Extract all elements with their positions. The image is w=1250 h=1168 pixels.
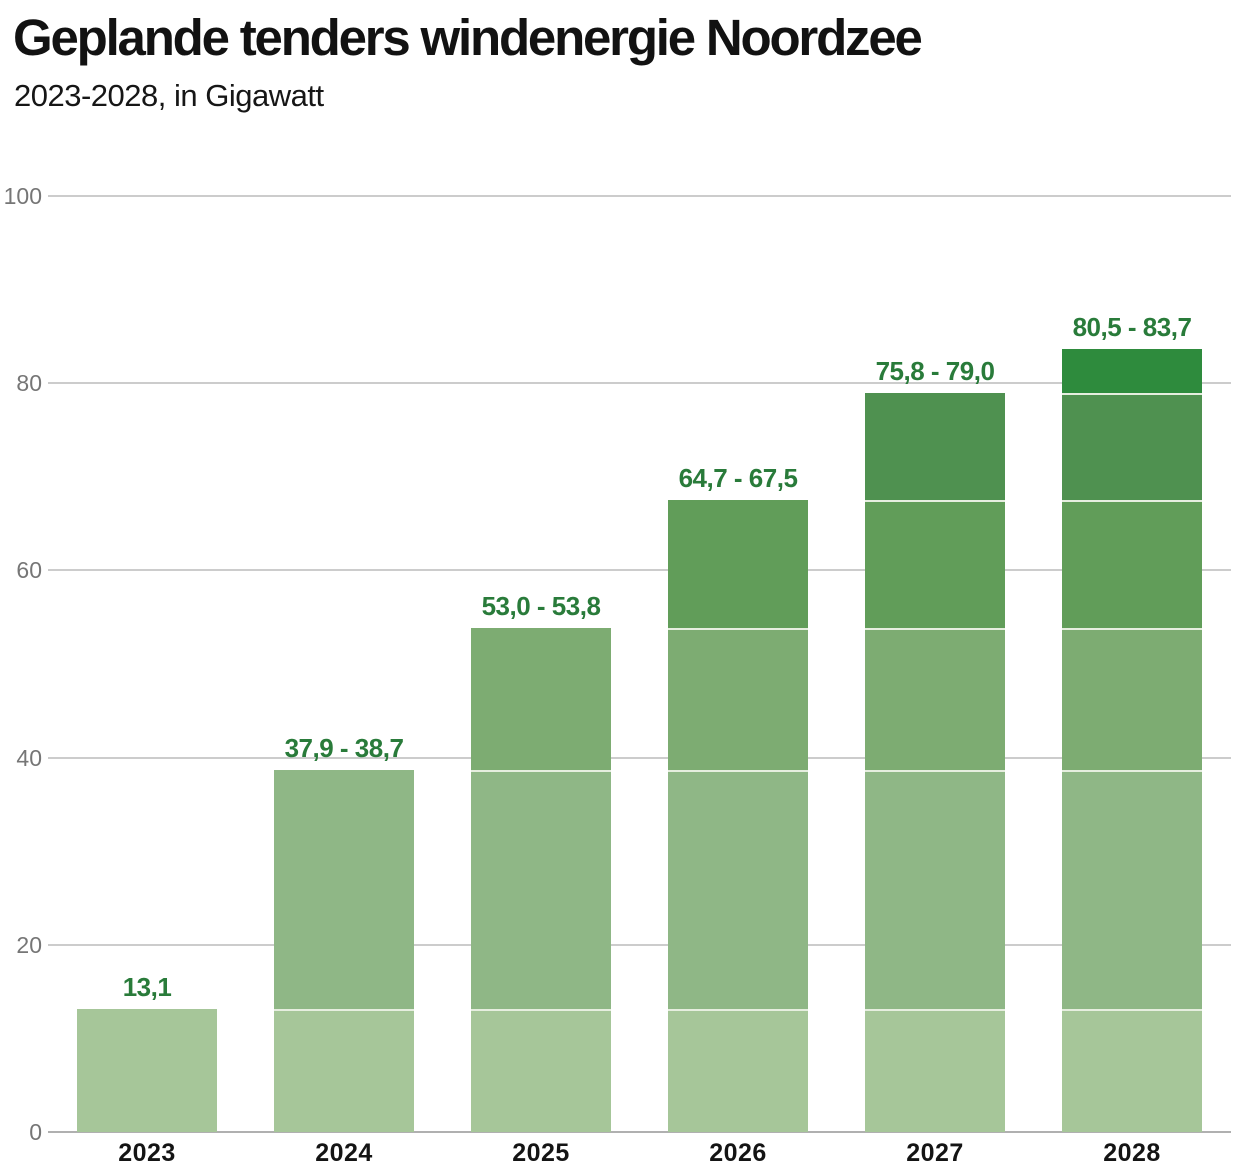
bar-2028-segment-2028 [1062,348,1202,393]
x-tick-label-2028: 2028 [1103,1139,1161,1167]
bar-2024-segment-2023 [274,1009,414,1132]
x-axis-line [48,1131,1231,1133]
bar-2024-segment-2024 [274,769,414,1010]
y-tick-label-0: 0 [29,1119,42,1145]
bar-2026-segment-2026 [668,500,808,629]
bar-2028-segment-2027 [1062,392,1202,501]
bar-2026-segment-2023 [668,1009,808,1132]
bar-2027-segment-2023 [865,1009,1005,1132]
bar-2026 [668,500,808,1132]
gridline-20 [48,943,1231,946]
bar-value-label-2026: 64,7 - 67,5 [678,463,798,494]
bar-2023-segment-2023 [77,1009,217,1132]
gridline-40 [48,756,1231,759]
bar-2025-segment-2025 [471,628,611,770]
x-tick-label-2024: 2024 [315,1139,373,1167]
y-tick-label-20: 20 [16,931,42,958]
bar-2025 [471,628,611,1132]
bar-2027-segment-2024 [865,769,1005,1010]
y-tick-label-100: 100 [3,183,42,209]
bar-value-label-2028: 80,5 - 83,7 [1072,311,1192,342]
bar-2027-segment-2025 [865,628,1005,770]
x-tick-label-2025: 2025 [512,1139,570,1167]
x-tick-label-2026: 2026 [709,1139,767,1167]
bar-2028-segment-2026 [1062,500,1202,629]
gridline-60 [48,569,1231,572]
gridline-80 [48,382,1231,385]
bar-2027-segment-2026 [865,500,1005,629]
bar-2023 [77,1009,217,1132]
bar-2027-segment-2027 [865,392,1005,501]
y-tick-label-40: 40 [16,744,42,771]
bar-value-label-2025: 53,0 - 53,8 [481,591,601,622]
bar-2026-segment-2025 [668,628,808,770]
bar-2028-segment-2023 [1062,1009,1202,1132]
bar-2027 [865,392,1005,1132]
x-tick-label-2023: 2023 [118,1139,176,1167]
y-tick-label-60: 60 [16,557,42,584]
gridline-100 [48,195,1231,197]
bar-value-label-2027: 75,8 - 79,0 [875,355,995,386]
bar-value-label-2024: 37,9 - 38,7 [284,732,404,763]
bar-value-label-2023: 13,1 [122,972,172,1003]
x-tick-label-2027: 2027 [906,1139,964,1167]
bar-2026-segment-2024 [668,769,808,1010]
bar-2028-segment-2024 [1062,769,1202,1010]
bar-2025-segment-2024 [471,769,611,1010]
bar-2028-segment-2025 [1062,628,1202,770]
chart-subtitle: 2023-2028, in Gigawatt [14,78,324,113]
bar-2025-segment-2023 [471,1009,611,1132]
y-tick-label-80: 80 [16,370,42,397]
bar-2024 [274,769,414,1132]
bar-2028 [1062,348,1202,1132]
chart-title: Geplande tenders windenergie Noordzee [13,9,923,66]
